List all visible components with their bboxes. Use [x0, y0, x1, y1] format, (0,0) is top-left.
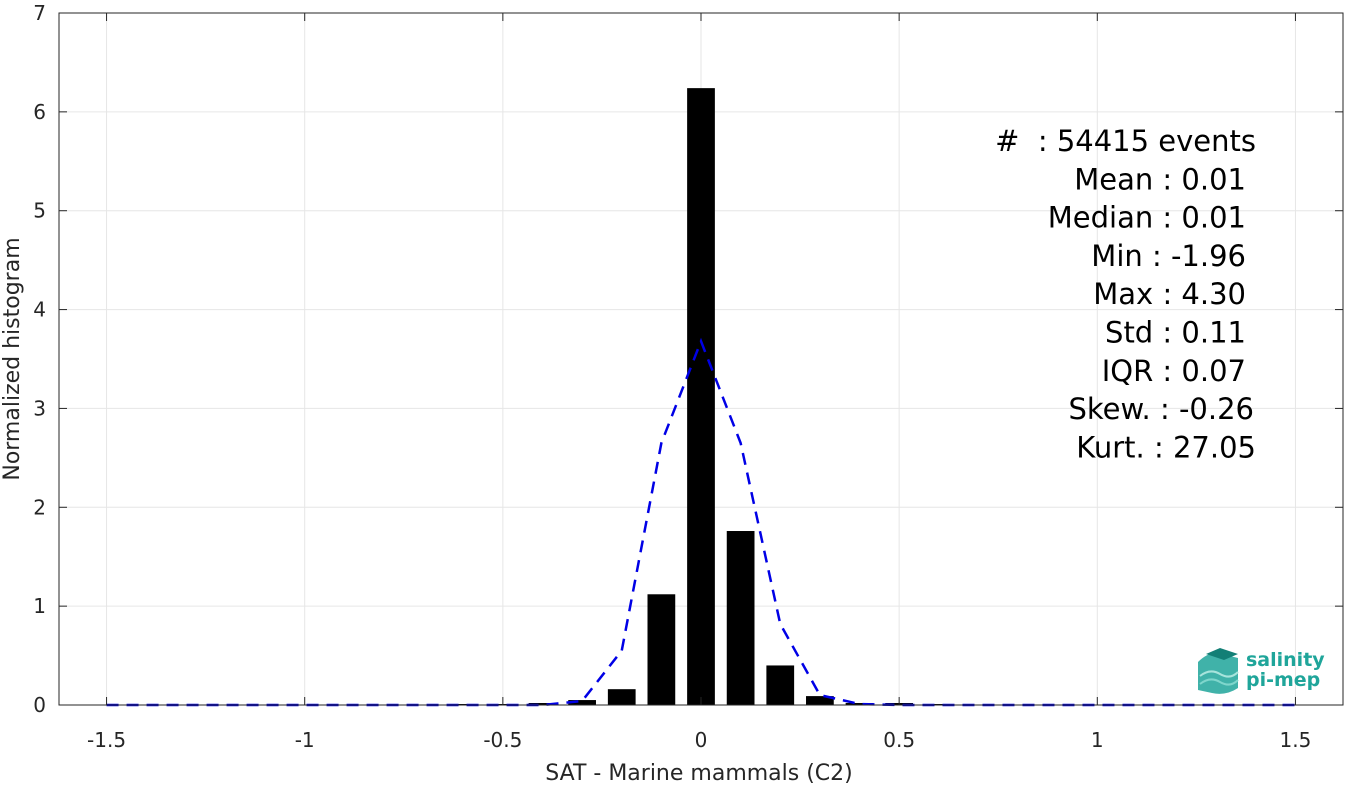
stats-line: Mean : 0.01 — [1074, 162, 1246, 196]
stats-line: Std : 0.11 — [1105, 316, 1246, 350]
y-tick-labels: 0 1 2 3 4 5 6 7 — [33, 1, 46, 717]
histogram-bar — [647, 594, 676, 705]
y-tick-label: 7 — [33, 1, 46, 25]
histogram-bar — [766, 665, 795, 705]
x-tick-label: -1 — [295, 728, 315, 752]
y-tick-label: 4 — [33, 298, 46, 322]
y-axis-label: Normalized histogram — [0, 237, 25, 480]
stats-line: Median : 0.01 — [1048, 201, 1246, 235]
y-tick-label: 2 — [33, 495, 46, 519]
x-tick-label: 0 — [695, 728, 708, 752]
stats-line: Kurt. : 27.05 — [1076, 430, 1256, 464]
x-axis-label: SAT - Marine mammals (C2) — [545, 761, 853, 785]
y-tick-label: 3 — [33, 396, 46, 420]
x-tick-label: 0.5 — [883, 728, 915, 752]
ticks — [59, 12, 1343, 706]
histogram-bar — [687, 88, 715, 706]
histogram-bar — [607, 689, 636, 705]
x-tick-label: -0.5 — [483, 728, 522, 752]
stats-line: IQR : 0.07 — [1102, 354, 1246, 388]
x-tick-labels: -1.5 -1 -0.5 0 0.5 1 1.5 — [87, 728, 1311, 752]
logo-text-line1: salinity — [1246, 649, 1325, 671]
x-tick-label: 1.5 — [1280, 728, 1312, 752]
logo-mark-icon — [1198, 648, 1239, 694]
y-tick-label: 1 — [33, 594, 46, 618]
y-tick-label: 5 — [33, 199, 46, 223]
stats-line: Max : 4.30 — [1093, 277, 1246, 311]
histogram-bar — [528, 703, 557, 705]
histogram-bar — [806, 696, 834, 705]
histogram-bar — [845, 703, 874, 705]
x-tick-label: 1 — [1091, 728, 1104, 752]
x-tick-label: -1.5 — [87, 728, 126, 752]
histogram-bar — [726, 531, 755, 705]
y-tick-label: 6 — [33, 100, 46, 124]
bars — [449, 88, 953, 706]
stats-line: Skew. : -0.26 — [1068, 392, 1254, 426]
y-tick-label: 0 — [33, 693, 46, 717]
salinity-pi-mep-logo: salinity pi-mep — [1198, 648, 1325, 694]
stats-line: Min : -1.96 — [1091, 239, 1246, 273]
stats-line: # : 54415 events — [995, 124, 1256, 158]
logo-text-line2: pi-mep — [1246, 669, 1320, 691]
fit-line — [106, 337, 1296, 707]
stats-annotation: # : 54415 events Mean : 0.01 Median : 0.01… — [995, 124, 1256, 464]
histogram-bar — [568, 700, 596, 705]
